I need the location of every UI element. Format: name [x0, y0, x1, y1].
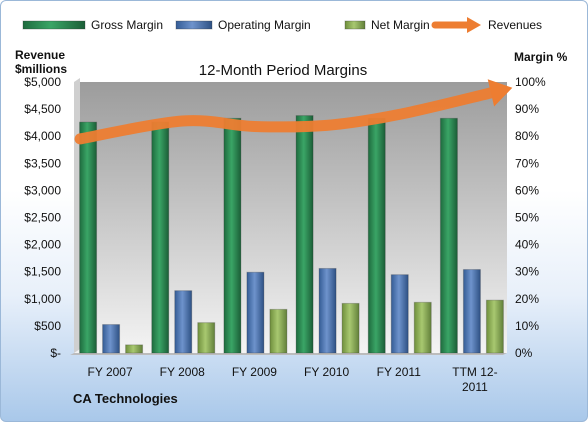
legend-gross-margin-swatch — [22, 20, 86, 30]
right-tick-label: 90% — [515, 102, 539, 116]
right-tick-label: 20% — [515, 292, 539, 306]
net-margin-bar — [269, 308, 288, 354]
operating-margin-bar — [174, 290, 193, 354]
right-tick-label: 30% — [515, 265, 539, 279]
revenues-line — [74, 87, 497, 145]
left-tick-label: $3,000 — [24, 183, 61, 197]
legend-revenues-label: Revenues — [488, 18, 542, 32]
plot-floor — [70, 353, 507, 355]
right-tick-label: 40% — [515, 238, 539, 252]
left-tick-label: $3,500 — [24, 156, 61, 170]
x-tick-label: FY 2008 — [160, 365, 205, 379]
left-tick-label: $2,000 — [24, 238, 61, 252]
legend-gross-margin-label: Gross Margin — [91, 18, 163, 32]
legend-operating-margin-label: Operating Margin — [218, 18, 311, 32]
legend-net-margin-label: Net Margin — [371, 18, 430, 32]
chart-title: 12-Month Period Margins — [199, 62, 367, 79]
operating-margin-bar — [462, 269, 481, 354]
legend-net-margin-swatch — [344, 20, 366, 30]
company-label: CA Technologies — [73, 391, 178, 406]
right-tick-label: 0% — [515, 346, 533, 360]
net-margin-bar — [197, 322, 216, 354]
net-margin-bar — [485, 299, 504, 354]
operating-margin-bar — [246, 271, 265, 354]
legend-operating-margin-swatch — [175, 20, 213, 30]
gross-margin-bar — [439, 117, 458, 354]
right-tick-label: 70% — [515, 156, 539, 170]
operating-margin-bar — [390, 274, 409, 354]
gross-margin-bar — [367, 117, 386, 354]
left-tick-label: $500 — [34, 319, 61, 333]
right-axis-label: Margin % — [514, 50, 568, 64]
right-tick-label: 10% — [515, 319, 539, 333]
left-tick-label: $4,500 — [24, 102, 61, 116]
x-tick-label: FY 2009 — [232, 365, 277, 379]
x-tick-label: FY 2007 — [88, 365, 133, 379]
right-tick-label: 50% — [515, 211, 539, 225]
left-tick-label: $4,000 — [24, 129, 61, 143]
gross-margin-bar — [151, 121, 170, 354]
net-margin-bar — [125, 344, 144, 354]
plot-side-wall — [74, 78, 80, 353]
left-axis-label-line1: Revenue — [15, 48, 65, 62]
x-tick-label: FY 2010 — [304, 365, 349, 379]
operating-margin-bar — [102, 324, 121, 354]
x-tick-label: TTM 12- — [452, 365, 497, 379]
gross-margin-bar — [79, 121, 98, 354]
left-tick-label: $- — [50, 346, 61, 360]
net-margin-bar — [341, 302, 360, 354]
gross-margin-bar — [223, 117, 242, 354]
left-tick-label: $1,500 — [24, 265, 61, 279]
left-tick-label: $2,500 — [24, 211, 61, 225]
left-axis-label-line2: $millions — [15, 62, 67, 76]
gross-margin-bar — [295, 115, 314, 354]
net-margin-bar — [413, 301, 432, 354]
left-tick-label: $5,000 — [24, 75, 61, 89]
right-tick-label: 100% — [515, 75, 546, 89]
operating-margin-bar — [318, 267, 337, 354]
x-tick-label: 2011 — [462, 380, 488, 394]
x-tick-label: FY 2011 — [377, 365, 422, 379]
legend-revenues-arrow — [467, 17, 481, 33]
right-tick-label: 60% — [515, 183, 539, 197]
right-tick-label: 80% — [515, 129, 539, 143]
revenues-arrowhead — [487, 79, 513, 107]
left-tick-label: $1,000 — [24, 292, 61, 306]
